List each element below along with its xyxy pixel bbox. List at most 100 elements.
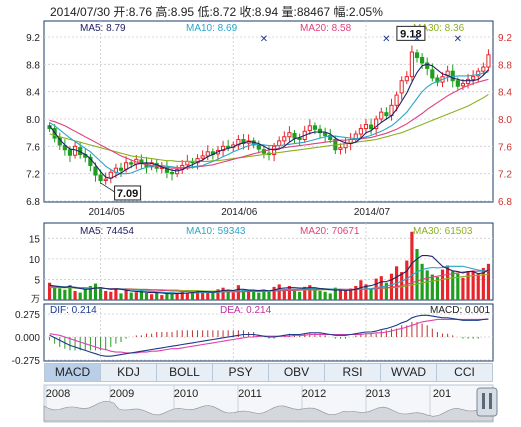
price-tick-left: 8.4 (26, 88, 40, 99)
tab-kdj[interactable]: KDJ (101, 364, 157, 381)
volume-bar-down (252, 290, 256, 300)
price-candle-down (93, 166, 98, 176)
high-label-box (396, 25, 426, 41)
price-panel: 9.2 9.2 8.8 8.8 8.4 8.4 8.0 8.0 7.6 7.6 7.2 7.2 6.8 6… (26, 20, 512, 218)
cross-marker: ✕ (454, 34, 462, 45)
price-grid (44, 21, 493, 202)
price-tick-left: 7.6 (26, 142, 40, 153)
volume-bar-down (78, 292, 82, 300)
price-candle-down (430, 69, 435, 79)
volume-legend: MA5: 74454 MA10: 59343 MA20: 70671 MA30: 61… (80, 226, 473, 237)
tab-psy[interactable]: PSY (213, 364, 269, 381)
low-label-box (114, 185, 142, 201)
volume-bar-down (456, 273, 460, 300)
volume-bar-down (257, 292, 261, 300)
price-candle-down (328, 134, 333, 140)
volume-bar-up (303, 286, 307, 300)
volume-bar-down (241, 290, 246, 300)
volume-bar-up (216, 289, 220, 300)
timeline-year: 2008 (46, 388, 70, 400)
price-candle-down (312, 125, 318, 130)
volume-bar-down (323, 291, 327, 300)
price-candle-up (394, 94, 399, 106)
volume-bar-up (221, 287, 225, 300)
price-candle-down (118, 167, 124, 171)
price-candle-down (292, 132, 297, 139)
quote-header: 2014/07/30 开:8.76 高:8.95 低:8.72 收:8.94 量… (50, 5, 383, 19)
volume-bar-down (190, 292, 195, 300)
tab-macd[interactable]: MACD (45, 364, 101, 381)
price-tick-labels: 9.2 9.2 8.8 8.8 8.4 8.4 8.0 8.0 7.6 7.6 7.2 7.2 6.8 6… (26, 33, 512, 218)
timeline-year: 2013 (366, 388, 390, 400)
volume-bar-down (129, 292, 133, 300)
price-x-tick: 2014/07 (354, 207, 391, 218)
volume-ma-lines (49, 255, 489, 295)
volume-bar-down (165, 293, 169, 300)
price-tick-right: 8.8 (498, 60, 512, 71)
tab-obv[interactable]: OBV (269, 364, 325, 381)
price-legend-ma5: MA5: 8.79 (80, 23, 126, 34)
volume-legend-ma10: MA10: 59343 (186, 226, 246, 237)
price-candle-up (200, 155, 205, 159)
tab-boll[interactable]: BOLL (157, 364, 213, 381)
price-candle-up (409, 51, 414, 78)
volume-bar-up (410, 231, 414, 300)
volume-legend-ma20: MA20: 70671 (300, 226, 360, 237)
volume-bar-up (359, 280, 363, 300)
volume-bar-down (328, 293, 332, 300)
macd-legend: DIF: 0.214 DEA: 0.214 MACD: 0.001 (50, 305, 490, 316)
price-candle-down (384, 112, 389, 117)
vma5-line (49, 255, 489, 295)
price-candle-up (460, 82, 466, 87)
volume-bar-up (247, 291, 251, 300)
volume-bar-down (384, 282, 388, 300)
volume-bar-down (333, 287, 337, 300)
tab-wvad[interactable]: WVAD (381, 364, 437, 381)
volume-bar-down (369, 289, 373, 300)
price-candle-down (241, 139, 246, 145)
ma10-line (49, 71, 489, 175)
timeline-range-handle[interactable] (476, 387, 498, 417)
volume-bar-down (68, 285, 72, 300)
timeline-sparkline (43, 401, 494, 422)
volume-bar-up (47, 282, 52, 300)
volume-bar-up (236, 285, 240, 300)
macd-lines (49, 314, 489, 357)
ma20-line (49, 78, 489, 169)
price-candle-up (338, 147, 343, 150)
volume-legend-ma30: MA30: 61503 (413, 226, 473, 237)
price-candle-up (205, 151, 210, 157)
volume-bar-down (318, 290, 322, 300)
tab-rsi[interactable]: RSI (325, 364, 381, 381)
volume-bar-up (440, 269, 445, 300)
volume-tick-labels: 15 10 5 万 (29, 234, 41, 304)
volume-bar-down (58, 288, 62, 300)
price-candle-up (476, 70, 481, 77)
volume-bar-up (180, 290, 184, 300)
price-candle-up (404, 76, 409, 82)
price-tick-left: 8.8 (26, 60, 40, 71)
volume-bar-up (343, 290, 348, 300)
price-candle-up (465, 78, 471, 84)
volume-bar-up (354, 286, 358, 300)
volume-bar-down (420, 263, 424, 300)
price-candle-up (124, 162, 129, 170)
volume-bar-down (63, 289, 67, 300)
high-label: 9.18 (400, 28, 421, 40)
timeline-year: 2010 (174, 388, 198, 400)
price-candle-down (435, 77, 440, 83)
tab-cci[interactable]: CCI (454, 365, 475, 379)
volume-bar-up (272, 286, 276, 300)
price-candle-up (103, 178, 108, 181)
price-candle-up (287, 132, 292, 138)
price-candle-up (236, 139, 241, 146)
price-tick-right: 6.8 (498, 197, 512, 208)
price-candle-up (363, 123, 369, 130)
price-candle-up (353, 133, 358, 140)
timeline-navigator[interactable]: 2008 2009 2010 2011 2012 2013 201 (43, 384, 494, 423)
macd-legend-macd: MACD: 0.001 (430, 305, 490, 316)
volume-bar-up (231, 292, 235, 300)
price-tick-left: 8.0 (26, 115, 40, 126)
price-legend-ma30: MA30: 8.36 (413, 23, 465, 34)
price-legend: MA5: 8.79 MA10: 8.69 MA20: 8.58 MA30: 8.36 (80, 23, 465, 34)
